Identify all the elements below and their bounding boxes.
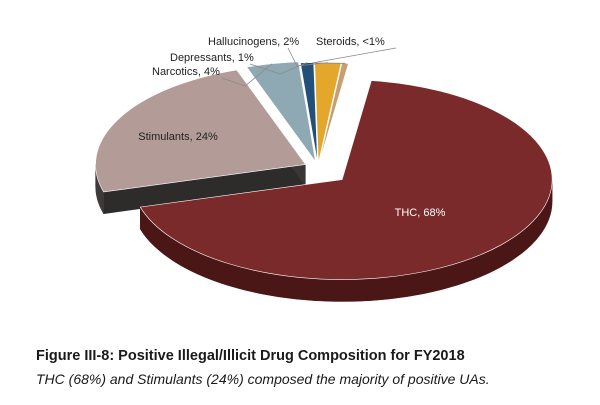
data-label-depressants: Depressants, 1% (170, 52, 254, 64)
data-label-steroids: Steroids, <1% (316, 36, 385, 48)
pie-chart: THC, 68% Stimulants, 24% Narcotics, 4% Depr… (95, 36, 553, 302)
slice-thc (139, 80, 553, 280)
data-label-hallucinogens: Hallucinogens, 2% (208, 36, 299, 48)
figure-caption-subtitle: THC (68%) and Stimulants (24%) composed … (36, 371, 490, 387)
slice-stimulants (95, 69, 307, 193)
slice-hallucinogens (314, 62, 342, 163)
data-label-narcotics: Narcotics, 4% (152, 66, 220, 78)
figure-caption-title: Figure III-8: Positive Illegal/Illicit D… (36, 348, 465, 364)
leader-line-steroids (311, 47, 397, 64)
leader-line-hallucinogens (287, 47, 328, 67)
leader-line-narcotics (221, 63, 273, 87)
leader-line-depressants (249, 62, 308, 75)
data-label-thc: THC, 68% (395, 207, 446, 219)
data-label-stimulants: Stimulants, 24% (138, 131, 218, 143)
slice-cut-stimulants (103, 164, 306, 214)
